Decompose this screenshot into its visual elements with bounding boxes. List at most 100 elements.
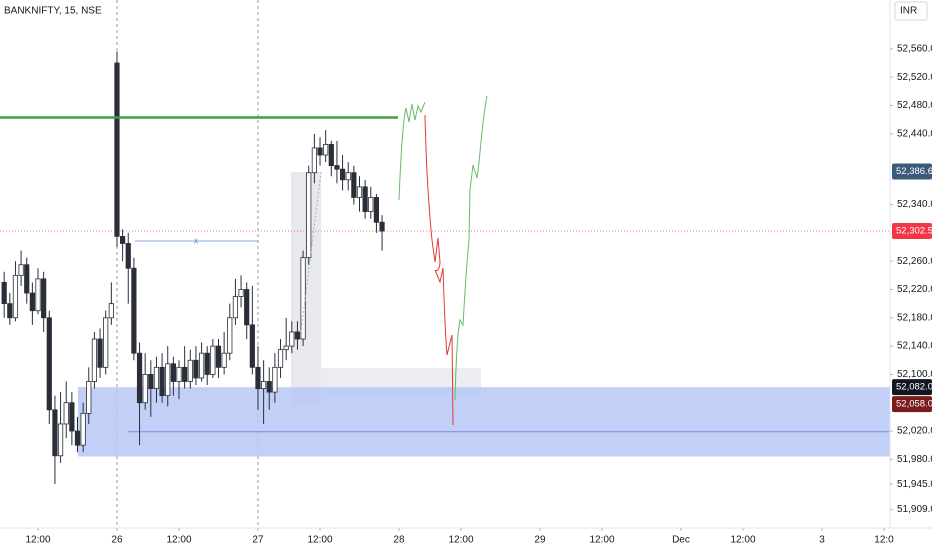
candle-body bbox=[198, 352, 205, 379]
candle-body bbox=[148, 374, 154, 389]
x-tick-label: Dec bbox=[672, 535, 690, 546]
candle-body bbox=[204, 352, 210, 375]
y-tick-label: 52,480.00 bbox=[897, 100, 932, 111]
projection-dash bbox=[299, 171, 322, 341]
candle-body bbox=[159, 366, 165, 397]
candle-body bbox=[80, 412, 86, 446]
candle-body bbox=[261, 381, 267, 389]
candle-body bbox=[41, 278, 47, 319]
y-tick-label: 52,180.00 bbox=[897, 312, 932, 323]
y-tick-label: 51,980.00 bbox=[897, 454, 932, 465]
y-tick-label: 52,440.00 bbox=[897, 128, 932, 139]
candle-body bbox=[373, 197, 380, 223]
y-tick-label: 52,100.00 bbox=[897, 369, 932, 380]
candle-body bbox=[323, 143, 329, 156]
price-tag-label: 52,386.65 bbox=[896, 166, 932, 177]
projection-up bbox=[454, 95, 488, 401]
axes: 52,560.00 52,520.00 52,480.00 52,440.00 52,3… bbox=[25, 43, 932, 546]
candle-body bbox=[97, 338, 103, 368]
y-tick-label: 51,945.00 bbox=[897, 479, 932, 490]
candle-body bbox=[125, 243, 131, 269]
candle-body bbox=[306, 172, 312, 259]
candle-body bbox=[103, 317, 109, 368]
candle-body bbox=[131, 267, 137, 354]
candle-body bbox=[289, 331, 295, 347]
x-tick-label: 12:00 bbox=[449, 535, 474, 546]
price-axis bbox=[890, 0, 932, 550]
y-tick-label: 52,020.00 bbox=[897, 426, 932, 437]
candle-body bbox=[182, 366, 188, 382]
candle-body bbox=[187, 359, 193, 382]
candle-body bbox=[266, 381, 272, 393]
x-tick-label: 29 bbox=[534, 535, 546, 546]
candle-body bbox=[339, 168, 346, 181]
candle-body bbox=[142, 374, 148, 404]
price-tag bbox=[892, 379, 932, 396]
candle-body bbox=[57, 423, 64, 457]
candle-body bbox=[170, 363, 176, 382]
candle-body bbox=[35, 278, 41, 312]
candle-body bbox=[255, 366, 261, 389]
x-tick-label: 12:00 bbox=[590, 535, 615, 546]
price-tag bbox=[892, 163, 932, 180]
candle-body bbox=[52, 409, 58, 457]
currency-box[interactable] bbox=[894, 1, 928, 21]
candle-body bbox=[1, 282, 7, 305]
price-tag bbox=[892, 396, 932, 413]
candle-body bbox=[69, 402, 75, 432]
plot bbox=[1, 51, 385, 485]
x-tick-label: 12:00 bbox=[731, 535, 756, 546]
x-tick-label: 12:00 bbox=[166, 535, 191, 546]
x-tick-label: 12:0 bbox=[874, 535, 894, 546]
chart-title: BANKNIFTY, 15, NSE bbox=[4, 6, 102, 17]
zone bbox=[78, 387, 890, 457]
candle-body bbox=[300, 257, 306, 340]
candle-body bbox=[227, 317, 233, 354]
candle-body bbox=[345, 172, 351, 181]
candle-body bbox=[74, 430, 81, 446]
candle-body bbox=[272, 366, 278, 393]
candle-body bbox=[136, 352, 143, 404]
y-tick-label: 52,520.00 bbox=[897, 72, 932, 83]
y-tick-label: 52,220.00 bbox=[897, 284, 932, 295]
price-tag bbox=[892, 223, 932, 240]
price-tag-label: 52,082.00 bbox=[896, 382, 932, 393]
candle-body bbox=[18, 264, 24, 276]
x-tick-label: 26 bbox=[111, 535, 123, 546]
drawings-over: x bbox=[0, 95, 488, 426]
y-tick-label: 52,340.00 bbox=[897, 199, 932, 210]
y-tick-label: 52,260.00 bbox=[897, 256, 932, 267]
y-tick-label: 52,560.00 bbox=[897, 43, 932, 54]
candle-body bbox=[91, 338, 98, 382]
candle-body bbox=[12, 274, 19, 319]
candle-body bbox=[24, 264, 30, 294]
candle-body bbox=[294, 331, 301, 340]
candle-body bbox=[108, 303, 114, 319]
candle-body bbox=[328, 143, 334, 167]
x-tick-label: 12:00 bbox=[308, 535, 333, 546]
currency: INR bbox=[900, 6, 917, 17]
y-tick-label: 51,909.00 bbox=[897, 504, 932, 515]
candle-body bbox=[193, 359, 199, 379]
candle-body bbox=[238, 289, 244, 297]
x-tick-label: 3 bbox=[819, 535, 825, 546]
candle-body bbox=[379, 221, 385, 232]
x-tick-label: 12:00 bbox=[25, 535, 50, 546]
candle-body bbox=[165, 363, 171, 397]
price-tag-label: 52,302.55 bbox=[896, 226, 932, 237]
x-tick-label: 27 bbox=[252, 535, 264, 546]
candle-body bbox=[232, 296, 239, 319]
candle-body bbox=[317, 147, 323, 156]
measure-label: x bbox=[194, 235, 199, 245]
candle-body bbox=[29, 292, 35, 312]
candle-body bbox=[86, 381, 92, 414]
candle-body bbox=[7, 303, 13, 319]
candle-body bbox=[249, 324, 255, 368]
candle-body bbox=[176, 366, 182, 382]
price-tag-label: 52,058.05 bbox=[896, 399, 932, 410]
candle-body bbox=[153, 366, 160, 389]
candle-body bbox=[368, 197, 374, 213]
candle-body bbox=[351, 172, 357, 198]
projection-down bbox=[424, 114, 454, 426]
